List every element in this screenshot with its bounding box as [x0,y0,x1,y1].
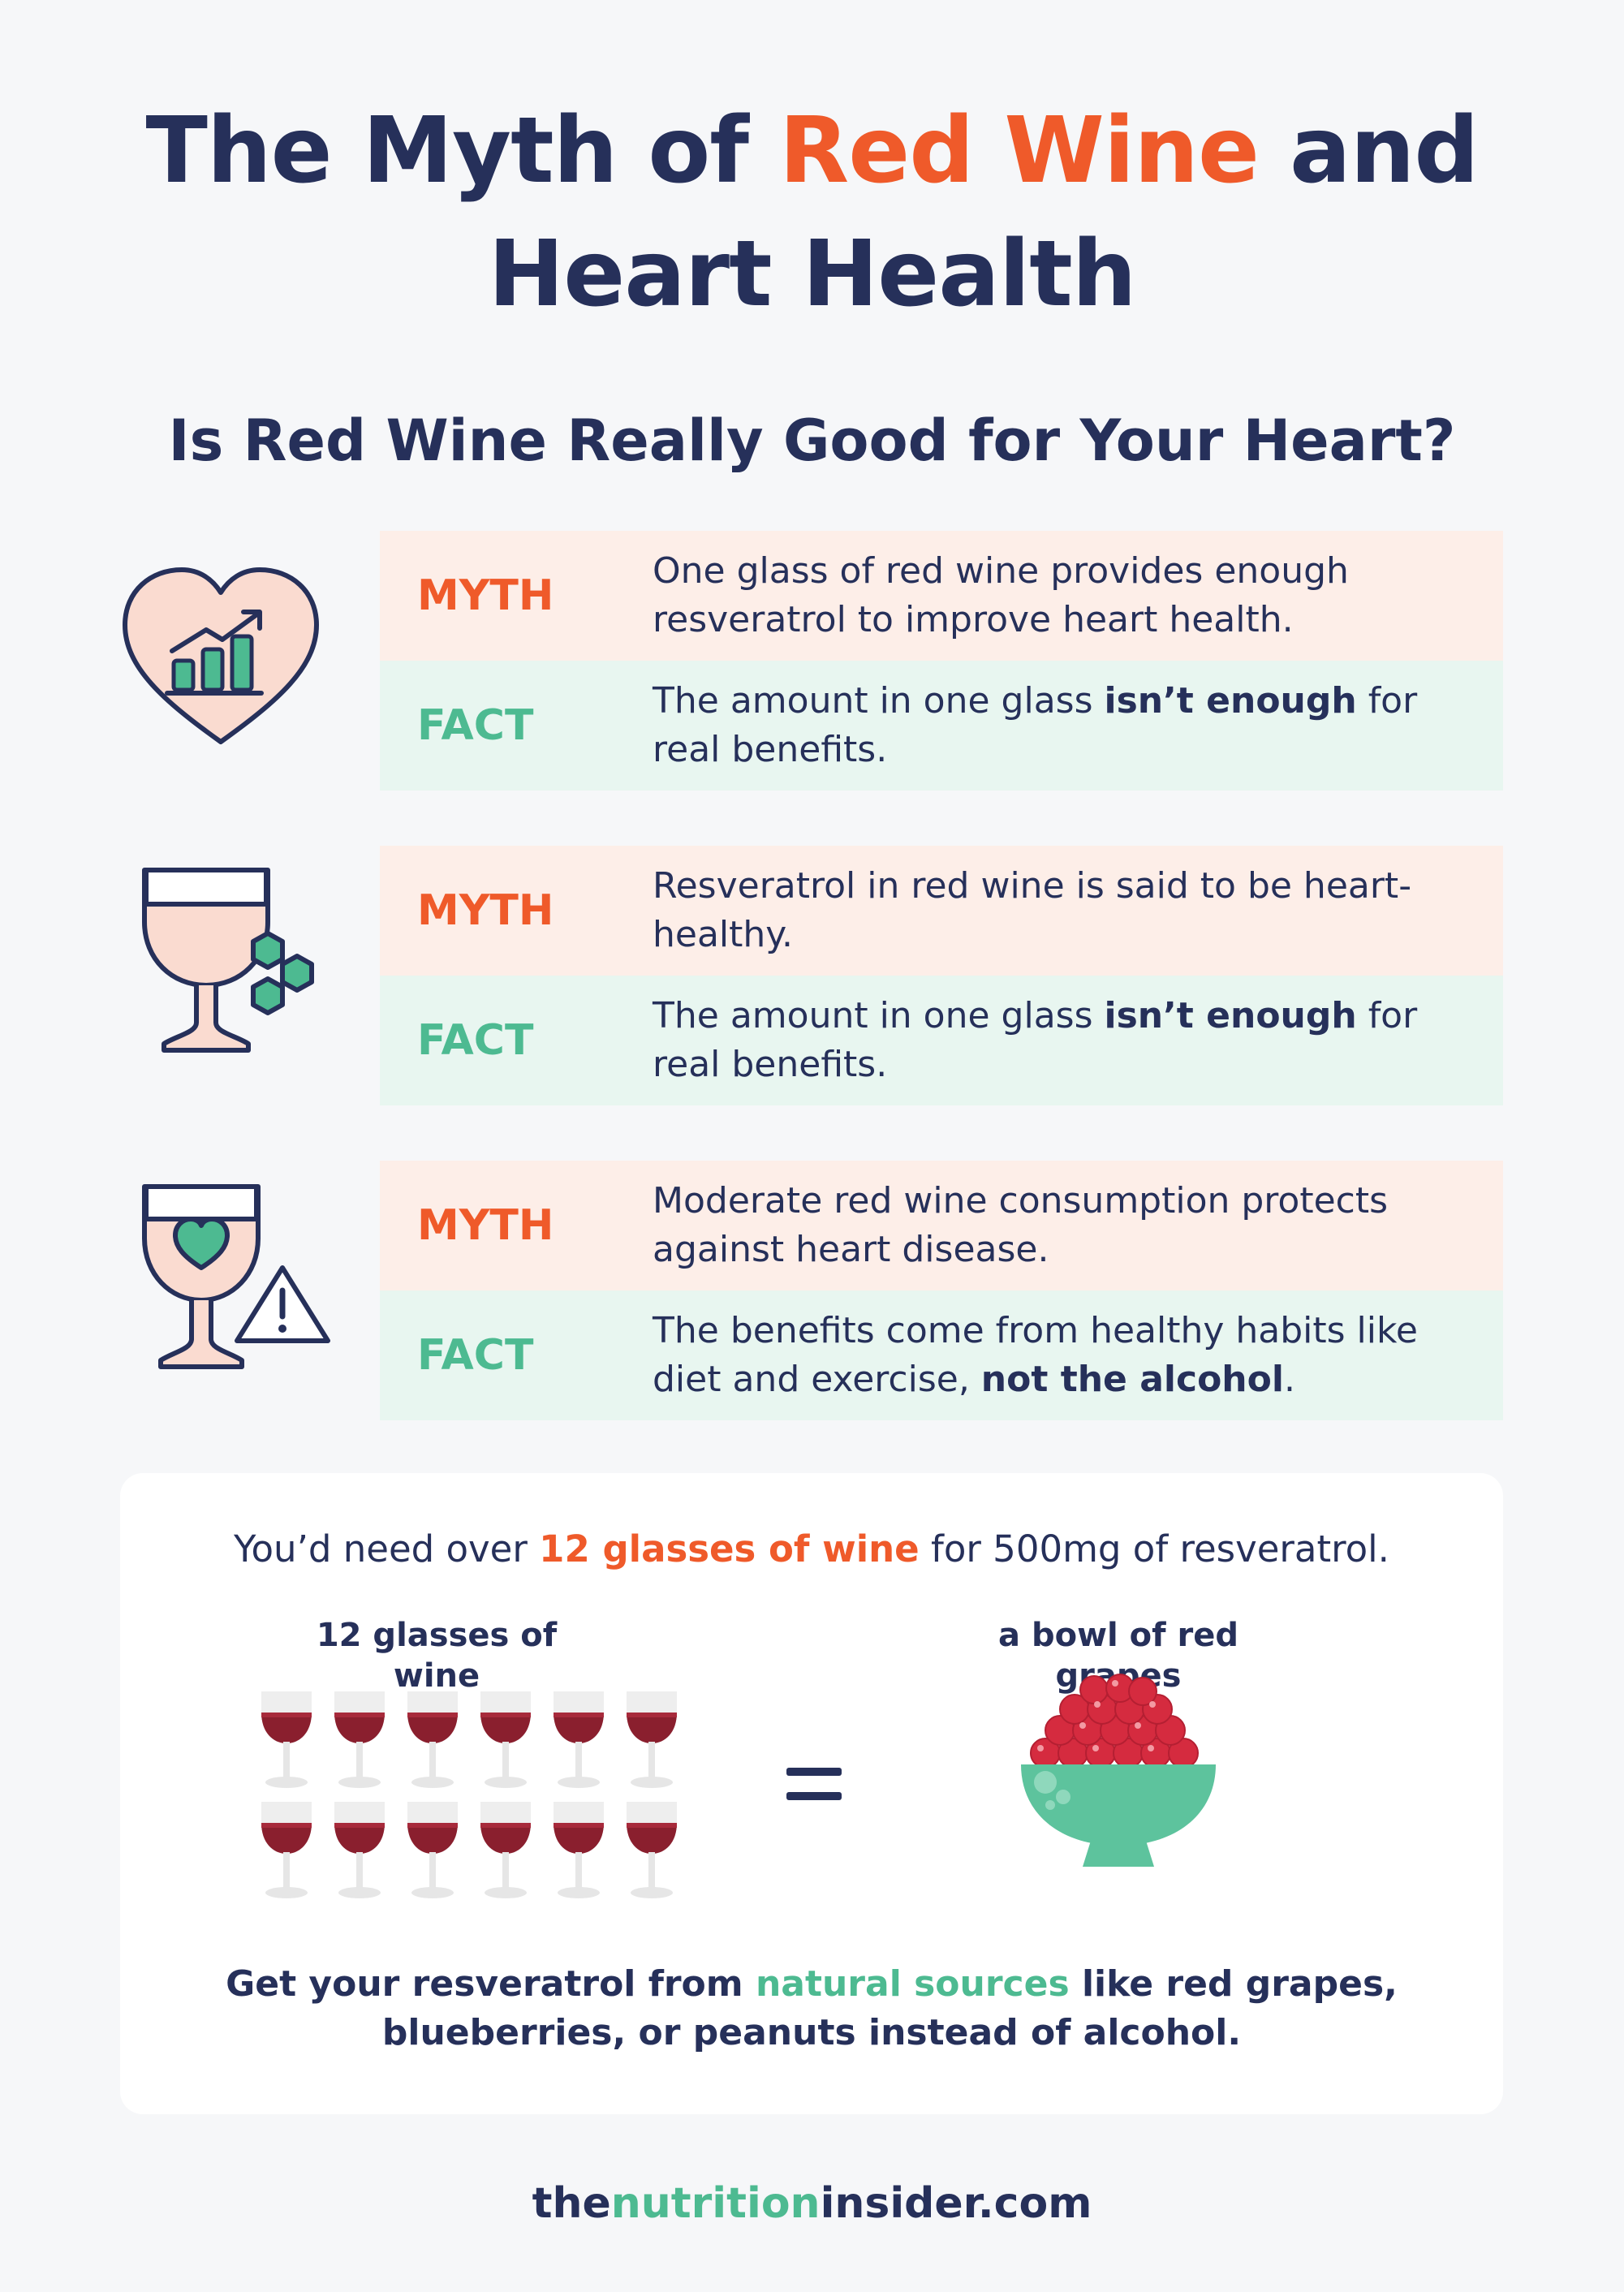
heart-chart-icon [115,562,326,760]
title-highlight: Red Wine [779,98,1260,204]
fact-row-2: FACT The amount in one glass isn’t enoug… [380,976,1503,1105]
wine-glass-molecule-icon [131,864,342,1062]
wine-glass-icon [258,1688,315,1797]
wine-glass-icon [331,1688,388,1797]
site-url[interactable]: thenutritioninsider.com [532,2179,1092,2228]
title-part-1: The Myth of [145,98,749,204]
fact-label: FACT [417,1331,534,1380]
fact-label: FACT [417,1016,534,1065]
fact-text: The benefits come from healthy habits li… [653,1310,1418,1400]
fact-text: The amount in one glass isn’t enough for… [653,680,1418,770]
grape-bowl-icon [1013,1672,1224,1894]
fact-text: The amount in one glass isn’t enough for… [653,995,1418,1085]
myth-text: One glass of red wine provides enough re… [653,550,1349,640]
wine-glass-icon [550,1799,607,1907]
title-part-2: and [1290,98,1479,204]
grapes-bowl-label: a bowl of red grapes [998,1617,1238,1695]
fact-row-1: FACT The amount in one glass isn’t enoug… [380,661,1503,791]
fact-row-3: FACT The benefits come from healthy habi… [380,1290,1503,1420]
wine-glasses-label: 12 glasses of wine [316,1617,558,1695]
wine-glass-icon [623,1688,680,1797]
myth-label: MYTH [417,571,554,620]
myth-row-2: MYTH Resveratrol in red wine is said to … [380,846,1503,976]
natural-sources-tip: Get your resveratrol from natural source… [226,1963,1398,2053]
wine-glass-icon [477,1688,534,1797]
comparison-card: You’d need over 12 glasses of wine for 5… [120,1473,1503,2114]
wine-glass-icon [404,1688,461,1797]
subtitle: Is Red Wine Really Good for Your Heart? [168,407,1456,474]
page-title: The Myth of Red Wine and Heart Health [0,89,1624,336]
equals-sign [782,1761,846,1813]
wine-glass-icon [477,1799,534,1907]
wine-glass-icon [550,1688,607,1797]
wine-glass-icon [258,1799,315,1907]
wine-glasses-grid [258,1688,696,1932]
myth-row-3: MYTH Moderate red wine consumption prote… [380,1161,1503,1290]
wine-glass-icon [623,1799,680,1907]
myth-text: Moderate red wine consumption protects a… [653,1180,1389,1270]
title-line-2: Heart Health [488,222,1137,327]
myth-label: MYTH [417,1201,554,1250]
comparison-statement: You’d need over 12 glasses of wine for 5… [234,1527,1389,1570]
wine-glass-icon [404,1799,461,1907]
fact-label: FACT [417,701,534,750]
myth-text: Resveratrol in red wine is said to be he… [653,865,1412,955]
myth-row-1: MYTH One glass of red wine provides enou… [380,531,1503,661]
wine-glass-icon [331,1799,388,1907]
myth-label: MYTH [417,886,554,935]
wine-glass-warning-icon [131,1182,342,1380]
